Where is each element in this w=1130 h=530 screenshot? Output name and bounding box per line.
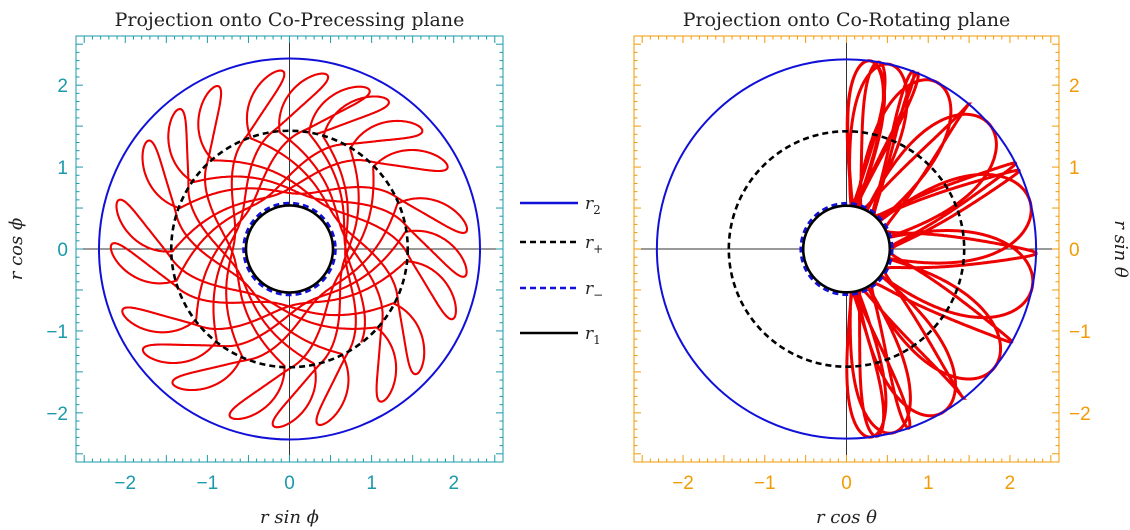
legend-label: r2 — [585, 194, 601, 217]
y-tick-label: −1 — [46, 322, 68, 343]
legend-entry: r2 — [520, 194, 601, 217]
y-tick-label: −1 — [1069, 322, 1091, 343]
x-tick-label: 0 — [841, 473, 852, 494]
y-tick-label: 2 — [57, 76, 68, 97]
circle-r− — [799, 201, 894, 297]
circle-r− — [242, 201, 337, 297]
x-axis-label: r sin ϕ — [260, 507, 319, 528]
x-tick-label: 0 — [284, 473, 295, 494]
circle-r2 — [97, 57, 482, 441]
reference-circles — [97, 57, 482, 441]
left-panel: −2 −1 0 1 2 −2 −1 0 1 2 Projection onto Co-Precess… — [6, 9, 504, 528]
y-tick-label: −2 — [1069, 404, 1091, 425]
trajectory — [109, 69, 469, 429]
y-axis-label: r sin θ — [1110, 220, 1130, 278]
x-tick-label: 2 — [448, 473, 459, 494]
x-tick-label: −1 — [754, 473, 776, 494]
x-tick-label: 2 — [1005, 473, 1016, 494]
legend-entry: r+ — [520, 233, 603, 256]
ticks — [76, 36, 503, 462]
x-tick-label: 1 — [366, 473, 377, 494]
y-tick-label: 1 — [1069, 158, 1080, 179]
right-panel: −2 −1 0 1 2 −2 −1 0 1 2 Projection onto Co-Rotatin… — [633, 9, 1130, 528]
chart-title: Projection onto Co-Rotating plane — [683, 9, 1011, 31]
y-tick-label: 0 — [57, 240, 68, 261]
legend-label: r− — [585, 279, 603, 302]
circle-r+ — [169, 129, 410, 369]
y-tick-label: 2 — [1069, 76, 1080, 97]
legend: r2 r+ r− r1 — [520, 194, 603, 347]
x-tick-label: 1 — [923, 473, 934, 494]
x-tick-label: −2 — [672, 473, 694, 494]
x-axis-label: r cos θ — [816, 507, 877, 528]
circle-r1 — [244, 204, 335, 294]
y-tick-label: −2 — [46, 404, 68, 425]
legend-entry: r− — [520, 279, 603, 302]
y-tick-label: 0 — [1069, 240, 1080, 261]
chart-title: Projection onto Co-Precessing plane — [115, 9, 465, 31]
x-tick-label: −1 — [197, 473, 219, 494]
x-tick-label: −2 — [114, 473, 136, 494]
legend-label: r+ — [585, 233, 603, 256]
y-axis-label: r cos ϕ — [6, 218, 27, 280]
reference-circles — [655, 58, 1038, 440]
legend-label: r1 — [585, 324, 601, 347]
y-tick-label: 1 — [57, 158, 68, 179]
legend-entry: r1 — [520, 324, 601, 347]
circle-r2 — [655, 58, 1038, 440]
ticks — [634, 36, 1059, 462]
circle-r+ — [727, 130, 966, 368]
trajectory-path — [109, 69, 469, 429]
circle-r1 — [801, 204, 892, 294]
